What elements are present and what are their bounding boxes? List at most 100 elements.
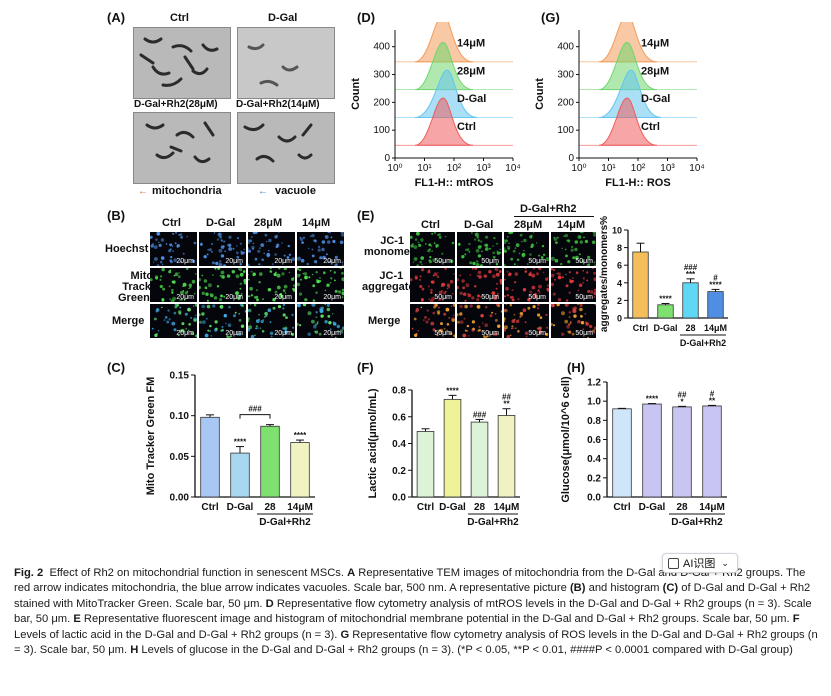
bar	[702, 405, 722, 498]
y-tick-label: 10	[612, 226, 622, 236]
x-tick-label: D-Gal	[653, 323, 677, 333]
scale-bar-label: 20μm	[225, 294, 243, 301]
significance-hash: ###	[684, 263, 698, 272]
histogram-curve	[598, 69, 662, 118]
ai-recognize-label: AI识图	[683, 558, 716, 570]
fluorescence-tile: 50μm	[457, 232, 502, 266]
legend-mito-label: mitochondria	[152, 185, 222, 197]
scale-bar-label: 50μm	[575, 294, 593, 301]
bar	[707, 291, 724, 319]
flow-g-ros: 14μM 28μM D-Gal Ctrl 0 100 200 300 400 10⁰ 10¹ 10² 1…	[534, 22, 705, 189]
y-tick-label: 200	[373, 97, 390, 108]
e-row-aggregates: JC-1 aggregates	[362, 270, 421, 293]
bar	[260, 425, 280, 498]
chevron-down-icon: ⌄	[721, 557, 729, 568]
curve-label: 28μM	[457, 65, 485, 77]
x-tick-label: 28	[474, 502, 486, 513]
scale-bar-label: 20μm	[225, 258, 243, 265]
b-col-ctrl: Ctrl	[162, 217, 181, 229]
y-axis-label: Count	[534, 78, 546, 110]
mito-tracker-image-grid: 20μm 20μm 20μm 20μm 20μm 20μm 20μm 20μm 20μm 20μm…	[150, 232, 346, 342]
group-label: D-Gal+Rh2	[680, 338, 726, 348]
scale-bar-label: 20μm	[323, 330, 341, 337]
tem-image-dgal	[237, 27, 335, 99]
x-tick-label: 14μM	[704, 323, 727, 333]
significance-mark: ****	[446, 386, 459, 395]
y-tick-label: 0.0	[587, 493, 601, 504]
x-tick-label: 10²	[447, 163, 462, 174]
scale-bar-label: 20μm	[176, 330, 194, 337]
fluorescence-tile: 20μm	[248, 304, 295, 338]
scale-bar-label: 50μm	[528, 258, 546, 265]
y-tick-label: 0	[617, 314, 622, 324]
legend-vac-label: vacuole	[275, 185, 316, 197]
e-row-monomers: JC-1 monomers	[364, 235, 421, 258]
histogram-curve	[414, 41, 474, 91]
y-tick-label: 300	[557, 70, 574, 81]
chart-c-mito-tracker: 0.00 0.05 0.10 0.15 Ctrl **** D-Gal 28 **** 14μM D…	[145, 371, 315, 528]
scale-bar-label: 50μm	[575, 330, 593, 337]
significance-mark: **	[503, 400, 510, 409]
x-tick-label: 10³	[476, 163, 491, 174]
scale-bar-label: 50μm	[434, 258, 452, 265]
b-col-dgal: D-Gal	[206, 217, 236, 229]
tem-image-ctrl	[133, 27, 231, 99]
y-tick-label: 0.2	[392, 466, 406, 477]
bar	[416, 431, 435, 498]
x-tick-label: 14μM	[699, 502, 725, 513]
significance-hash: ##	[678, 390, 687, 399]
x-tick-label: 10⁰	[387, 163, 402, 174]
b-col-28: 28μM	[254, 217, 283, 229]
fluorescence-tile: 50μm	[457, 304, 502, 338]
panel-h-label: (H)	[567, 360, 586, 375]
fluorescence-tile: 50μm	[551, 268, 596, 302]
fluorescence-tile: 20μm	[248, 268, 295, 302]
e-col-dgal: D-Gal	[464, 219, 494, 231]
y-tick-label: 0.10	[170, 411, 190, 422]
ai-recognize-button[interactable]: AI识图 ⌄	[662, 553, 738, 573]
y-tick-label: 400	[373, 42, 390, 53]
significance-mark: ****	[709, 280, 722, 289]
fluorescence-tile: 20μm	[199, 304, 246, 338]
fluorescence-tile: 20μm	[248, 232, 295, 266]
e-row-merge: Merge	[368, 315, 401, 327]
significance-hash: #	[710, 389, 715, 398]
bar	[443, 398, 462, 498]
y-tick-label: 0.15	[170, 371, 190, 382]
scale-bar-label: 20μm	[274, 330, 292, 337]
y-axis-label: aggregates/monomers%	[599, 216, 610, 332]
panel-a-label: (A)	[107, 10, 126, 25]
b-row-mito: Mito Tracker GreenFM	[118, 270, 166, 304]
panel-f-label: (F)	[357, 360, 374, 375]
b-col-14: 14μM	[302, 217, 331, 229]
x-tick-label: D-Gal	[227, 502, 254, 513]
x-tick-label: 10⁴	[505, 163, 520, 174]
y-tick-label: 0.05	[170, 452, 190, 463]
x-tick-label: Ctrl	[201, 502, 218, 513]
x-tick-label: 28	[264, 502, 276, 513]
y-tick-label: 0.0	[392, 493, 406, 504]
bar	[632, 251, 649, 319]
x-tick-label: 28	[676, 502, 688, 513]
fluorescence-tile: 20μm	[150, 232, 197, 266]
bar	[657, 304, 674, 319]
bracket-label: ###	[248, 405, 262, 414]
bar	[682, 282, 699, 319]
bar	[200, 416, 220, 498]
fluorescence-tile: 50μm	[457, 268, 502, 302]
fluorescence-tile: 50μm	[504, 232, 549, 266]
x-tick-label: D-Gal	[439, 502, 466, 513]
fluorescence-tile: 50μm	[551, 232, 596, 266]
x-tick-label: 10⁰	[571, 163, 586, 174]
y-tick-label: 1.0	[587, 397, 601, 408]
y-tick-label: 0.2	[587, 473, 601, 484]
x-tick-label: 10²	[631, 163, 646, 174]
y-tick-label: 200	[557, 97, 574, 108]
scale-bar-label: 20μm	[176, 294, 194, 301]
histogram-curve	[414, 22, 474, 63]
x-tick-label: Ctrl	[633, 323, 649, 333]
fluorescence-tile: 50μm	[551, 304, 596, 338]
significance-hash: #	[713, 273, 718, 282]
y-tick-label: 0.00	[170, 493, 190, 504]
y-tick-label: 1.2	[587, 378, 601, 389]
